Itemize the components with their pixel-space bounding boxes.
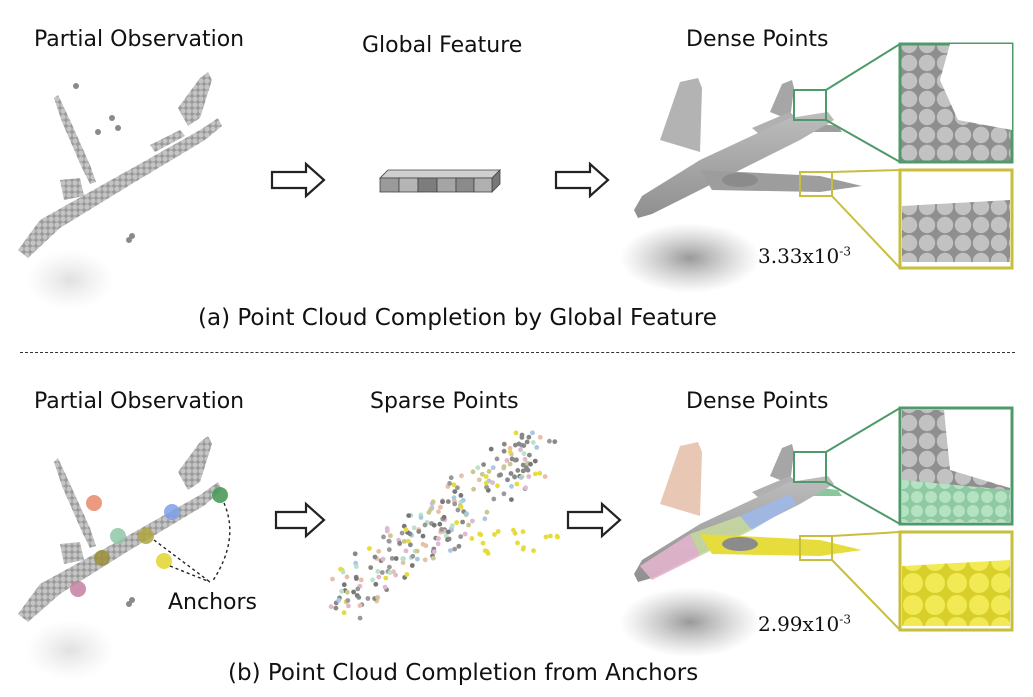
arrow-right-icon [554, 161, 610, 199]
global-feature-vector-icon [379, 169, 501, 193]
sparse-point-cloud [328, 430, 560, 621]
label-anchors: Anchors [168, 590, 257, 615]
zoom-tail-green-a [793, 42, 1014, 164]
zoom-tail-green-b [793, 406, 1014, 526]
metric-b: 2.99x10-3 [758, 612, 851, 636]
separator-dashed-line [20, 352, 1015, 353]
arrow-right-icon [274, 501, 326, 539]
label-global-feature: Global Feature [362, 33, 523, 58]
partial-point-cloud-a [18, 72, 222, 310]
label-dense-points-a: Dense Points [686, 27, 829, 52]
zoom-wing-yellow-a [799, 168, 1014, 270]
dense-airplane-a [620, 78, 862, 293]
label-partial-observation-a: Partial Observation [34, 27, 245, 52]
arrow-right-icon [566, 501, 622, 539]
caption-a: (a) Point Cloud Completion by Global Fea… [198, 305, 717, 331]
caption-b: (b) Point Cloud Completion from Anchors [228, 660, 699, 686]
arrow-right-icon [270, 161, 326, 199]
dense-airplane-b [620, 442, 862, 657]
zoom-wing-yellow-b [799, 530, 1014, 632]
label-sparse-points: Sparse Points [370, 389, 519, 414]
partial-point-cloud-b [18, 436, 222, 680]
metric-a: 3.33x10-3 [758, 244, 851, 268]
label-partial-observation-b: Partial Observation [34, 389, 245, 414]
anchor-pointer-lines [153, 502, 231, 583]
anchor-points [70, 487, 228, 597]
label-dense-points-b: Dense Points [686, 389, 829, 414]
